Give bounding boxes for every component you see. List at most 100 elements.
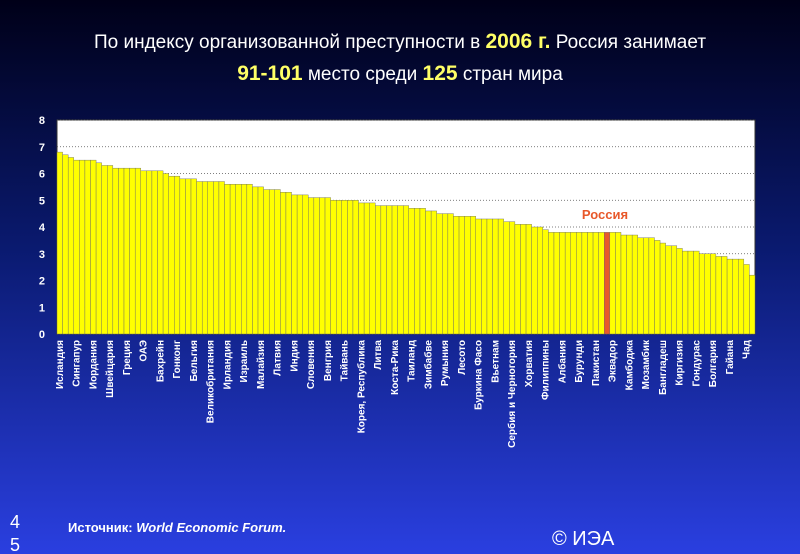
bar xyxy=(229,183,236,335)
x-tick-label: Сербия и Черногория xyxy=(506,340,518,448)
bar xyxy=(665,245,672,335)
x-tick-label: Корея, Республика xyxy=(355,340,367,434)
bar xyxy=(168,175,175,335)
bar xyxy=(671,245,678,335)
bar xyxy=(218,181,225,335)
bar xyxy=(358,202,365,335)
x-tick-label: Чад xyxy=(742,339,753,359)
bar xyxy=(704,253,711,335)
bar xyxy=(224,183,231,335)
bar xyxy=(470,216,477,335)
bar xyxy=(559,232,566,335)
page-number: 4 xyxy=(10,512,20,532)
bar xyxy=(179,178,186,335)
y-tick-label: 2 xyxy=(39,276,45,288)
bar xyxy=(581,232,588,335)
bar xyxy=(626,234,633,335)
bar xyxy=(235,183,242,335)
x-tick-label: Латвия xyxy=(273,340,284,376)
bar xyxy=(419,208,426,335)
bar xyxy=(525,224,532,335)
x-tick-label: Бахрейн xyxy=(155,340,166,382)
bar xyxy=(698,253,705,335)
bar xyxy=(107,165,114,335)
bar xyxy=(84,159,91,335)
title-part: 125 xyxy=(423,62,458,85)
bar xyxy=(458,216,465,335)
bar xyxy=(453,216,460,335)
bar xyxy=(587,232,594,335)
bar xyxy=(537,226,544,335)
x-tick-label: Хорватия xyxy=(524,340,535,387)
bar xyxy=(324,197,331,335)
bar xyxy=(486,218,493,335)
x-tick-label: Гонконг xyxy=(172,340,183,379)
bar xyxy=(274,189,281,335)
bar xyxy=(140,170,147,335)
bar xyxy=(185,178,192,335)
bar xyxy=(659,242,666,335)
x-tick-label: Бельгия xyxy=(189,340,200,382)
x-tick-label: Камбоджа xyxy=(623,340,635,391)
bar xyxy=(62,154,69,335)
y-tick-label: 3 xyxy=(39,249,45,261)
x-tick-label: Буркина Фасо xyxy=(474,340,485,410)
bar xyxy=(687,250,694,335)
bar xyxy=(643,237,650,335)
bar xyxy=(732,258,739,335)
bar xyxy=(682,250,689,335)
bar xyxy=(90,159,97,335)
bar xyxy=(341,200,348,335)
bar xyxy=(503,221,510,335)
x-tick-label: Пакистан xyxy=(591,340,602,386)
x-tick-label: Гайана xyxy=(725,340,736,375)
x-tick-label: Индия xyxy=(289,340,300,372)
bar xyxy=(576,232,583,335)
x-tick-label: Вьетнам xyxy=(490,340,501,383)
x-tick-label: Иордания xyxy=(88,340,99,389)
plot: 0 1 2 3 4 5 6 7 8 Исландия Сингапур Иордания Швейцар… xyxy=(39,115,756,448)
bar xyxy=(257,186,264,335)
bar xyxy=(101,165,108,335)
bar xyxy=(397,205,404,335)
x-tick-label: Швейцария xyxy=(105,340,116,398)
bar xyxy=(308,197,315,335)
y-tick-label: 7 xyxy=(39,142,45,154)
bar xyxy=(403,205,409,335)
x-tick-label: Великобритания xyxy=(205,340,217,423)
bar xyxy=(570,232,577,335)
x-tick-label: Ирландия xyxy=(222,340,233,389)
bar xyxy=(615,232,622,335)
x-tick-label: Лесото xyxy=(457,340,468,375)
bar xyxy=(347,200,354,335)
annotation: Россия xyxy=(582,207,628,222)
title-part: Россия занимает xyxy=(551,32,707,53)
x-tick-label: Коста-Рика xyxy=(390,340,401,395)
bar xyxy=(654,240,661,335)
bar xyxy=(285,192,292,335)
bar xyxy=(531,226,538,335)
bar xyxy=(112,167,119,335)
y-tick-label: 1 xyxy=(39,302,45,314)
x-tick-label: ОАЭ xyxy=(139,340,150,362)
bar xyxy=(369,202,376,335)
bar xyxy=(129,167,136,335)
x-tick-label: Сингапур xyxy=(72,340,83,387)
page-number: 5 xyxy=(10,535,20,554)
source-label: Источник: xyxy=(68,520,133,535)
bar xyxy=(475,218,482,335)
source-text: World Economic Forum. xyxy=(136,520,286,535)
title-part: стран мира xyxy=(458,64,564,85)
bar xyxy=(73,159,80,335)
bar xyxy=(743,264,750,335)
bar xyxy=(56,151,63,335)
bar xyxy=(492,218,499,335)
bar xyxy=(520,224,527,335)
bar xyxy=(391,205,398,335)
bar xyxy=(375,205,382,335)
bar xyxy=(151,170,158,335)
x-tick-label: Киргизия xyxy=(675,340,686,386)
bar xyxy=(738,258,745,335)
bar xyxy=(609,232,616,335)
